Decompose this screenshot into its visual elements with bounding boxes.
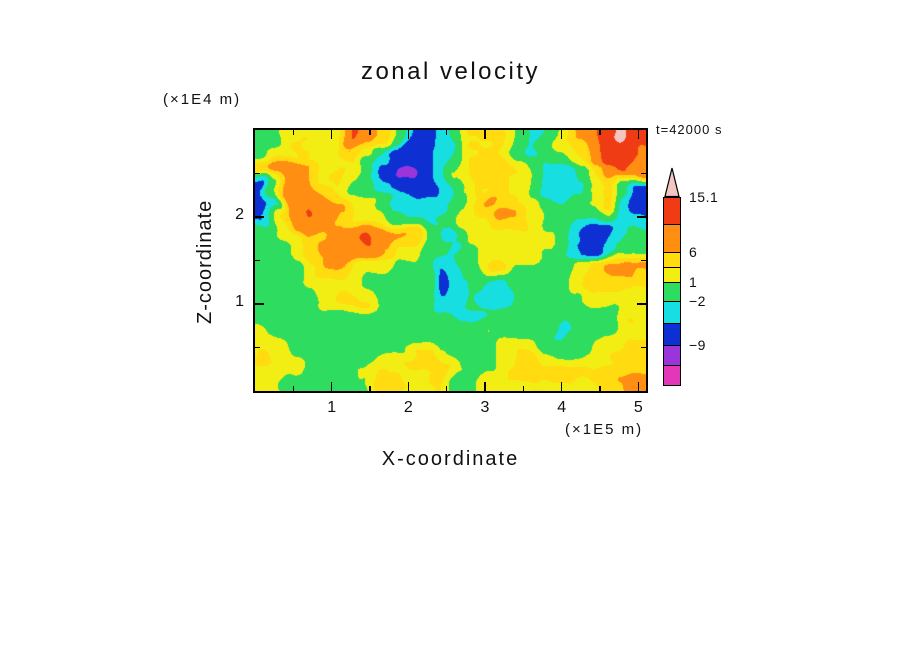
colorbar-segment: [664, 267, 680, 282]
colorbar-bar: [663, 197, 681, 386]
time-annotation: t=42000 s: [656, 122, 723, 137]
colorbar-segment: [664, 282, 680, 301]
x-axis-tick: [407, 382, 410, 391]
colorbar-segment: [664, 252, 680, 267]
x-axis-title: X-coordinate: [381, 448, 520, 470]
z-axis-tick: [641, 259, 646, 262]
x-axis-tick: [522, 386, 525, 391]
x-axis-tick: [292, 386, 295, 391]
z-axis-tick: [255, 303, 264, 305]
z-axis-unit-label: (×1E4 m): [163, 91, 242, 108]
x-axis-tick: [330, 130, 333, 139]
colorbar-segment: [664, 301, 680, 323]
x-axis-tick: [369, 386, 371, 391]
colorbar-segment: [664, 365, 680, 385]
x-axis-tick: [445, 130, 448, 135]
colorbar-segment: [664, 323, 680, 345]
plot-title: zonal velocity: [360, 58, 541, 85]
x-axis-tick: [637, 382, 640, 391]
colorbar-tick-label: 1: [689, 274, 698, 290]
plot-frame: [253, 128, 648, 393]
colorbar-segment: [664, 224, 680, 252]
colorbar-segment: [664, 197, 680, 224]
z-axis-tick: [255, 216, 264, 218]
x-axis-tick: [599, 386, 601, 391]
z-tick-label: 2: [235, 206, 244, 223]
x-tick-label: 1: [327, 399, 337, 416]
x-axis-tick: [369, 130, 371, 135]
z-axis-title: Z-coordinate: [194, 199, 216, 325]
x-tick-label: 3: [480, 399, 490, 416]
x-axis-unit-label: (×1E5 m): [565, 421, 644, 438]
x-tick-label: 5: [633, 399, 643, 416]
x-axis-tick: [560, 130, 563, 139]
colorbar-arrow-tip: [664, 167, 680, 197]
colorbar-segment: [664, 345, 680, 365]
x-axis-tick: [407, 130, 410, 139]
x-axis-tick: [445, 386, 448, 391]
x-axis-tick: [330, 382, 333, 391]
colorbar-tick-label: 6: [689, 244, 698, 260]
z-axis-tick: [255, 346, 260, 349]
z-axis-tick: [255, 172, 260, 175]
z-tick-label: 1: [235, 293, 244, 310]
x-tick-label: 4: [557, 399, 567, 416]
x-axis-tick: [484, 382, 486, 391]
contour-field: [255, 130, 646, 391]
colorbar-tick-label: 15.1: [689, 189, 719, 205]
z-axis-tick: [637, 216, 646, 218]
z-axis-tick: [641, 172, 646, 175]
x-axis-tick: [637, 130, 640, 139]
z-axis-tick: [637, 303, 646, 305]
x-axis-tick: [522, 130, 525, 135]
z-axis-tick: [255, 259, 260, 262]
z-axis-tick: [641, 346, 646, 349]
x-axis-tick: [560, 382, 563, 391]
x-tick-label: 2: [403, 399, 413, 416]
colorbar-tick-label: −9: [689, 337, 706, 353]
x-axis-tick: [484, 130, 486, 139]
x-axis-tick: [292, 130, 295, 135]
x-axis-tick: [599, 130, 601, 135]
colorbar: 15.1 6 1 −2 −9: [663, 167, 753, 397]
colorbar-tick-label: −2: [689, 293, 706, 309]
